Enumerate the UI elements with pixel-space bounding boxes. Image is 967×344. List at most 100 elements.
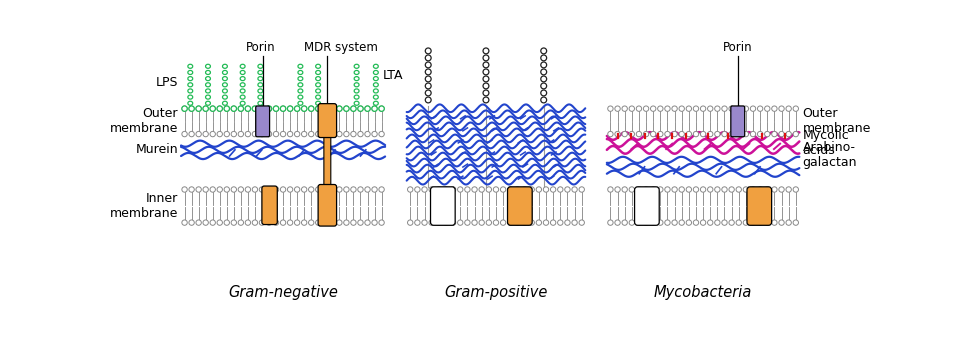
Circle shape	[664, 220, 670, 225]
Circle shape	[330, 106, 335, 111]
Circle shape	[700, 220, 706, 225]
Circle shape	[302, 187, 307, 192]
FancyBboxPatch shape	[318, 104, 337, 138]
Circle shape	[465, 220, 470, 225]
Ellipse shape	[258, 71, 263, 75]
Text: Outer
membrane: Outer membrane	[803, 107, 871, 135]
Circle shape	[493, 187, 499, 192]
Circle shape	[541, 55, 546, 61]
Ellipse shape	[222, 77, 227, 80]
Circle shape	[196, 131, 201, 137]
Circle shape	[484, 90, 489, 96]
Circle shape	[308, 131, 314, 137]
Circle shape	[679, 187, 685, 192]
Ellipse shape	[206, 71, 211, 75]
Circle shape	[772, 106, 777, 111]
Circle shape	[210, 106, 216, 111]
FancyBboxPatch shape	[262, 186, 278, 225]
Ellipse shape	[373, 64, 378, 68]
Ellipse shape	[315, 89, 320, 93]
Circle shape	[607, 131, 613, 137]
Circle shape	[238, 131, 244, 137]
Circle shape	[429, 187, 434, 192]
Circle shape	[708, 106, 713, 111]
Circle shape	[493, 220, 499, 225]
Circle shape	[182, 187, 188, 192]
Circle shape	[643, 106, 649, 111]
Ellipse shape	[222, 101, 227, 105]
Ellipse shape	[258, 101, 263, 105]
Circle shape	[451, 220, 455, 225]
Circle shape	[736, 187, 742, 192]
Ellipse shape	[373, 83, 378, 87]
Circle shape	[365, 131, 370, 137]
Ellipse shape	[188, 95, 192, 99]
Circle shape	[210, 220, 216, 225]
Circle shape	[651, 106, 656, 111]
Circle shape	[274, 106, 278, 111]
Circle shape	[189, 106, 194, 111]
Ellipse shape	[206, 64, 211, 68]
Circle shape	[182, 106, 188, 111]
Circle shape	[615, 131, 620, 137]
Ellipse shape	[298, 95, 303, 99]
Circle shape	[565, 220, 571, 225]
Text: Porin: Porin	[247, 41, 276, 54]
Circle shape	[308, 220, 314, 225]
Circle shape	[658, 131, 663, 137]
Circle shape	[484, 69, 489, 75]
Ellipse shape	[240, 77, 245, 80]
Circle shape	[280, 106, 286, 111]
Circle shape	[778, 220, 784, 225]
Circle shape	[203, 187, 208, 192]
Circle shape	[189, 220, 194, 225]
Circle shape	[484, 83, 489, 89]
Text: LPS: LPS	[156, 76, 178, 89]
Circle shape	[379, 131, 384, 137]
FancyBboxPatch shape	[324, 137, 331, 187]
Circle shape	[658, 187, 663, 192]
Circle shape	[425, 62, 431, 68]
Circle shape	[693, 131, 699, 137]
Circle shape	[736, 131, 742, 137]
Circle shape	[664, 106, 670, 111]
Circle shape	[772, 220, 777, 225]
Ellipse shape	[188, 101, 192, 105]
Circle shape	[372, 106, 377, 111]
Circle shape	[189, 187, 194, 192]
Ellipse shape	[373, 95, 378, 99]
Ellipse shape	[206, 77, 211, 80]
Circle shape	[294, 106, 300, 111]
Circle shape	[736, 220, 742, 225]
Circle shape	[294, 131, 300, 137]
Circle shape	[541, 90, 546, 96]
Circle shape	[443, 220, 449, 225]
Circle shape	[778, 187, 784, 192]
Circle shape	[565, 187, 571, 192]
Circle shape	[679, 106, 685, 111]
Circle shape	[252, 106, 257, 111]
Circle shape	[203, 106, 208, 111]
Circle shape	[772, 187, 777, 192]
Circle shape	[700, 187, 706, 192]
FancyBboxPatch shape	[731, 106, 745, 137]
Text: Murein: Murein	[135, 143, 178, 157]
Circle shape	[351, 220, 356, 225]
Circle shape	[238, 220, 244, 225]
Circle shape	[786, 106, 791, 111]
Circle shape	[643, 187, 649, 192]
Circle shape	[323, 106, 328, 111]
Ellipse shape	[298, 77, 303, 80]
Circle shape	[679, 131, 685, 137]
Text: Arabino-
galactan: Arabino- galactan	[803, 141, 857, 169]
Circle shape	[522, 220, 527, 225]
FancyBboxPatch shape	[634, 187, 659, 225]
Circle shape	[274, 187, 278, 192]
Circle shape	[708, 220, 713, 225]
Circle shape	[252, 131, 257, 137]
Circle shape	[479, 187, 484, 192]
Circle shape	[541, 97, 546, 103]
Circle shape	[744, 220, 748, 225]
Circle shape	[351, 187, 356, 192]
Circle shape	[541, 62, 546, 68]
